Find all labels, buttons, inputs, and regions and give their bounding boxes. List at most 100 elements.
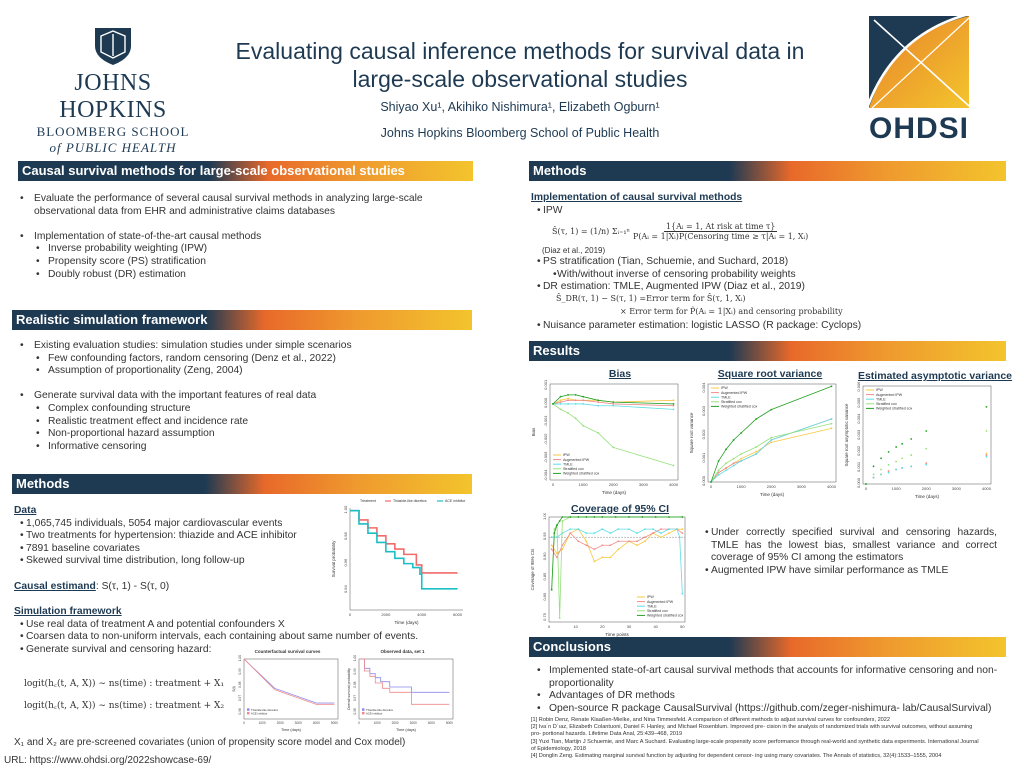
legend-label: Augmented IPW: [647, 600, 674, 604]
legend-label: TMLE: [647, 604, 657, 608]
bullet: Generate survival and censoring hazard:: [12, 644, 472, 657]
sub-bullet: Assumption of proportionality (Zeng, 200…: [12, 365, 472, 378]
y-tick-label: 0.98: [238, 681, 242, 687]
data-point: [567, 399, 569, 402]
ohdsi-logo-mark-icon: [865, 12, 970, 109]
legend-label: TMLE: [721, 395, 731, 399]
data-point: [755, 418, 758, 420]
bullet: Use real data of treatment A and potenti…: [12, 619, 472, 632]
bullet: Implemented state-of-art causal survival…: [529, 665, 1009, 690]
url[interactable]: URL: https://www.ohdsi.org/2022showcase-…: [4, 755, 212, 766]
data-point: [593, 560, 596, 563]
ipw-formula: Ŝ(τ, 1) = (1/n) Σᵢ₌₁ⁿ 1{Aᵢ = 1, At risk …: [552, 222, 808, 241]
x-tick-label: 1000: [579, 482, 589, 487]
data-point: [910, 465, 913, 468]
legend-label: Augmented IPW: [721, 391, 748, 395]
formula-1: logit(h꜀(t, A, X)) ∼ ns(time) : treatmen…: [24, 679, 225, 689]
y-tick-label: 0.75: [542, 612, 547, 621]
y-tick-label: 0.97: [353, 695, 357, 701]
data-point: [681, 528, 684, 531]
sim-heading: Simulation framework: [14, 606, 122, 617]
data-point: [577, 540, 580, 543]
authors: Shiyao Xu¹, Akihiko Nishimura¹, Elizabet…: [380, 100, 660, 114]
data-point: [740, 453, 743, 455]
data-point: [770, 408, 773, 411]
y-tick-label: 0.004: [856, 413, 861, 424]
data-point: [628, 516, 630, 518]
data-point: [612, 404, 615, 407]
y-tick-label: 0.000: [856, 477, 861, 488]
x-axis-label: Time (days): [281, 728, 302, 732]
asymptotic-variance-plot: 0 1000 2000 3000 4000 0.000 0.001 0.002 0.003 0.0…: [845, 382, 992, 499]
data-point: [644, 540, 646, 543]
y-tick-label: 0.96: [343, 558, 348, 567]
data-point: [770, 436, 773, 439]
data-point: [597, 404, 600, 407]
y-tick-label: 0.99: [353, 668, 357, 674]
coverage-title: Coverage of 95% CI: [570, 503, 670, 515]
square-root-variance-plot: 0 1000 2000 3000 4000 0.000 0.001 0.002 0.003 0.0…: [690, 382, 837, 497]
bullet: Open-source R package CausalSurvival (ht…: [529, 703, 1009, 716]
plot-frame: [862, 385, 992, 485]
y-tick-label: 0.003: [701, 405, 706, 416]
plot-frame: [358, 658, 454, 720]
data-point: [732, 464, 735, 467]
legend-label: Weighted stratified cox: [721, 405, 757, 409]
reference: [1] Robin Denz, Renate Klaaßen-Mielke, a…: [531, 717, 891, 723]
bullet: DR estimation: TMLE, Augmented IPW (Diaz…: [529, 281, 1009, 294]
x-tick-label: 2000: [609, 482, 619, 487]
y-tick-label: 0.006: [856, 382, 861, 392]
data-point: [755, 453, 758, 455]
x-tick-label: 2000: [767, 484, 777, 489]
data-point: [732, 457, 735, 460]
y-tick-label: 1.00: [343, 505, 348, 514]
x-axis-label: Time points: [605, 632, 629, 637]
y-axis-label: Square root asymptotic variance: [845, 403, 849, 467]
affiliation: Johns Hopkins Bloomberg School of Public…: [380, 126, 660, 140]
legend-label: Augmented IPW: [563, 458, 590, 462]
poster-title: Evaluating causal inference methods for …: [210, 37, 830, 93]
estimand-label: Causal estimand: [14, 580, 96, 592]
data-point: [617, 548, 620, 551]
data-point: [652, 532, 654, 535]
data-point: [672, 404, 675, 407]
data-point: [601, 528, 604, 531]
data-point: [574, 403, 577, 405]
data-point: [612, 446, 615, 449]
x-tick-label: 5000: [331, 721, 338, 725]
data-point: [880, 457, 882, 460]
data-point: [830, 422, 833, 425]
legend-label: IPW: [563, 453, 570, 457]
y-tick-label: -0.004: [543, 469, 548, 481]
y-tick-label: 0.97: [238, 695, 242, 701]
sub-bullet: Complex confounding structure: [12, 403, 472, 416]
dr-formula-1: Ŝ_DR(τ, 1) − S(τ, 1) =Error term for Ŝ(τ…: [556, 294, 746, 303]
x-tick-label: 30: [627, 624, 632, 629]
data-point: [582, 424, 585, 427]
y-tick-label: 1.00: [238, 655, 242, 661]
legend-title: Treatment: [360, 499, 376, 503]
x-tick-label: 3000: [295, 721, 302, 725]
conclusions-body: Implemented state-of-art causal survival…: [529, 665, 1009, 715]
x-tick-label: 0: [552, 482, 555, 487]
data-point: [732, 462, 735, 465]
x-tick-label: 1000: [737, 484, 747, 489]
x-axis-label: Time (days): [394, 620, 419, 625]
data-point: [614, 516, 617, 518]
plot-frame: [243, 658, 339, 720]
jhu-shield-icon: [95, 28, 131, 65]
x-axis-label: Time (days): [760, 492, 785, 497]
bullet: 1,065,745 individuals, 5054 major cardio…: [12, 518, 332, 531]
data-point: [985, 430, 988, 432]
data-point: [985, 454, 988, 456]
data-point: [901, 467, 904, 469]
data-point: [660, 528, 662, 531]
data-point: [593, 516, 596, 518]
coverage-plot: 0 10 20 30 40 50 0.75 0.80 0.85 0.90 0.95 1.00 Time …: [531, 513, 685, 637]
x-tick-label: 4000: [827, 484, 837, 489]
bullet: Coarsen data to non-uniform intervals, e…: [12, 631, 472, 644]
data-point: [609, 544, 612, 547]
x-tick-label: 4000: [982, 486, 992, 491]
y-axis-label: S(t): [232, 686, 236, 692]
data-point: [644, 528, 646, 531]
